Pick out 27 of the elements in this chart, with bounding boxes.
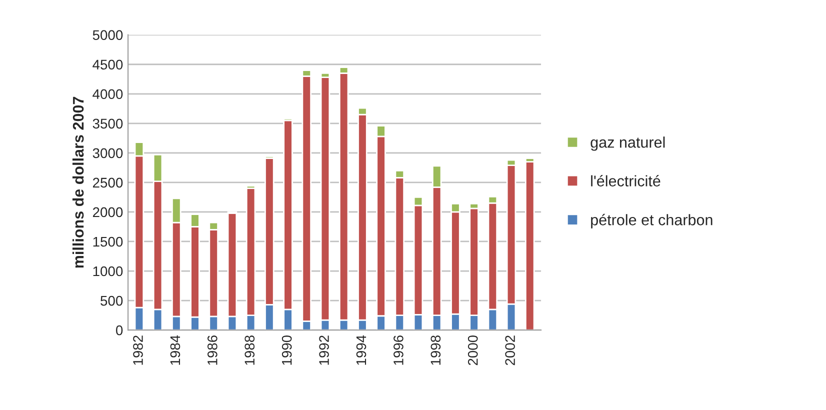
x-tick-label: 1994	[356, 335, 366, 365]
x-tick-label: 1998	[430, 336, 441, 365]
x-tick-label: 2000	[468, 335, 478, 366]
x-tick-label: 2002	[505, 336, 515, 366]
y-tick-label: 3000	[92, 148, 123, 158]
x-tick-label: 1982	[133, 336, 143, 365]
x-tick-label: 1996	[394, 336, 404, 365]
y-tick-label: 2000	[92, 207, 123, 218]
legend-label: gaz naturel	[590, 136, 665, 151]
y-tick-label: 2500	[92, 178, 123, 188]
y-tick-label: 1500	[93, 236, 123, 247]
y-tick-label: 1000	[93, 266, 123, 276]
x-tick-label: 1984	[170, 335, 180, 365]
legend-label: l'électricité	[591, 175, 660, 186]
bar	[524, 161, 535, 330]
y-tick-label: 3500	[92, 118, 123, 129]
legend-label: pétrole et charbon	[591, 214, 712, 228]
y-tick-label: 4000	[92, 89, 123, 100]
y-tick-label: 4500	[92, 60, 123, 70]
y-tick-label: 5000	[92, 30, 123, 40]
x-tick-label: 1992	[319, 336, 329, 365]
y-tick-label: 0	[116, 325, 123, 336]
y-tick-label: 500	[100, 296, 123, 306]
x-tick-label: 1986	[208, 336, 218, 365]
x-tick-label: 1988	[244, 336, 255, 365]
y-axis-title: millions de dollars 2007	[72, 96, 84, 268]
x-tick-label: 1990	[282, 335, 292, 365]
